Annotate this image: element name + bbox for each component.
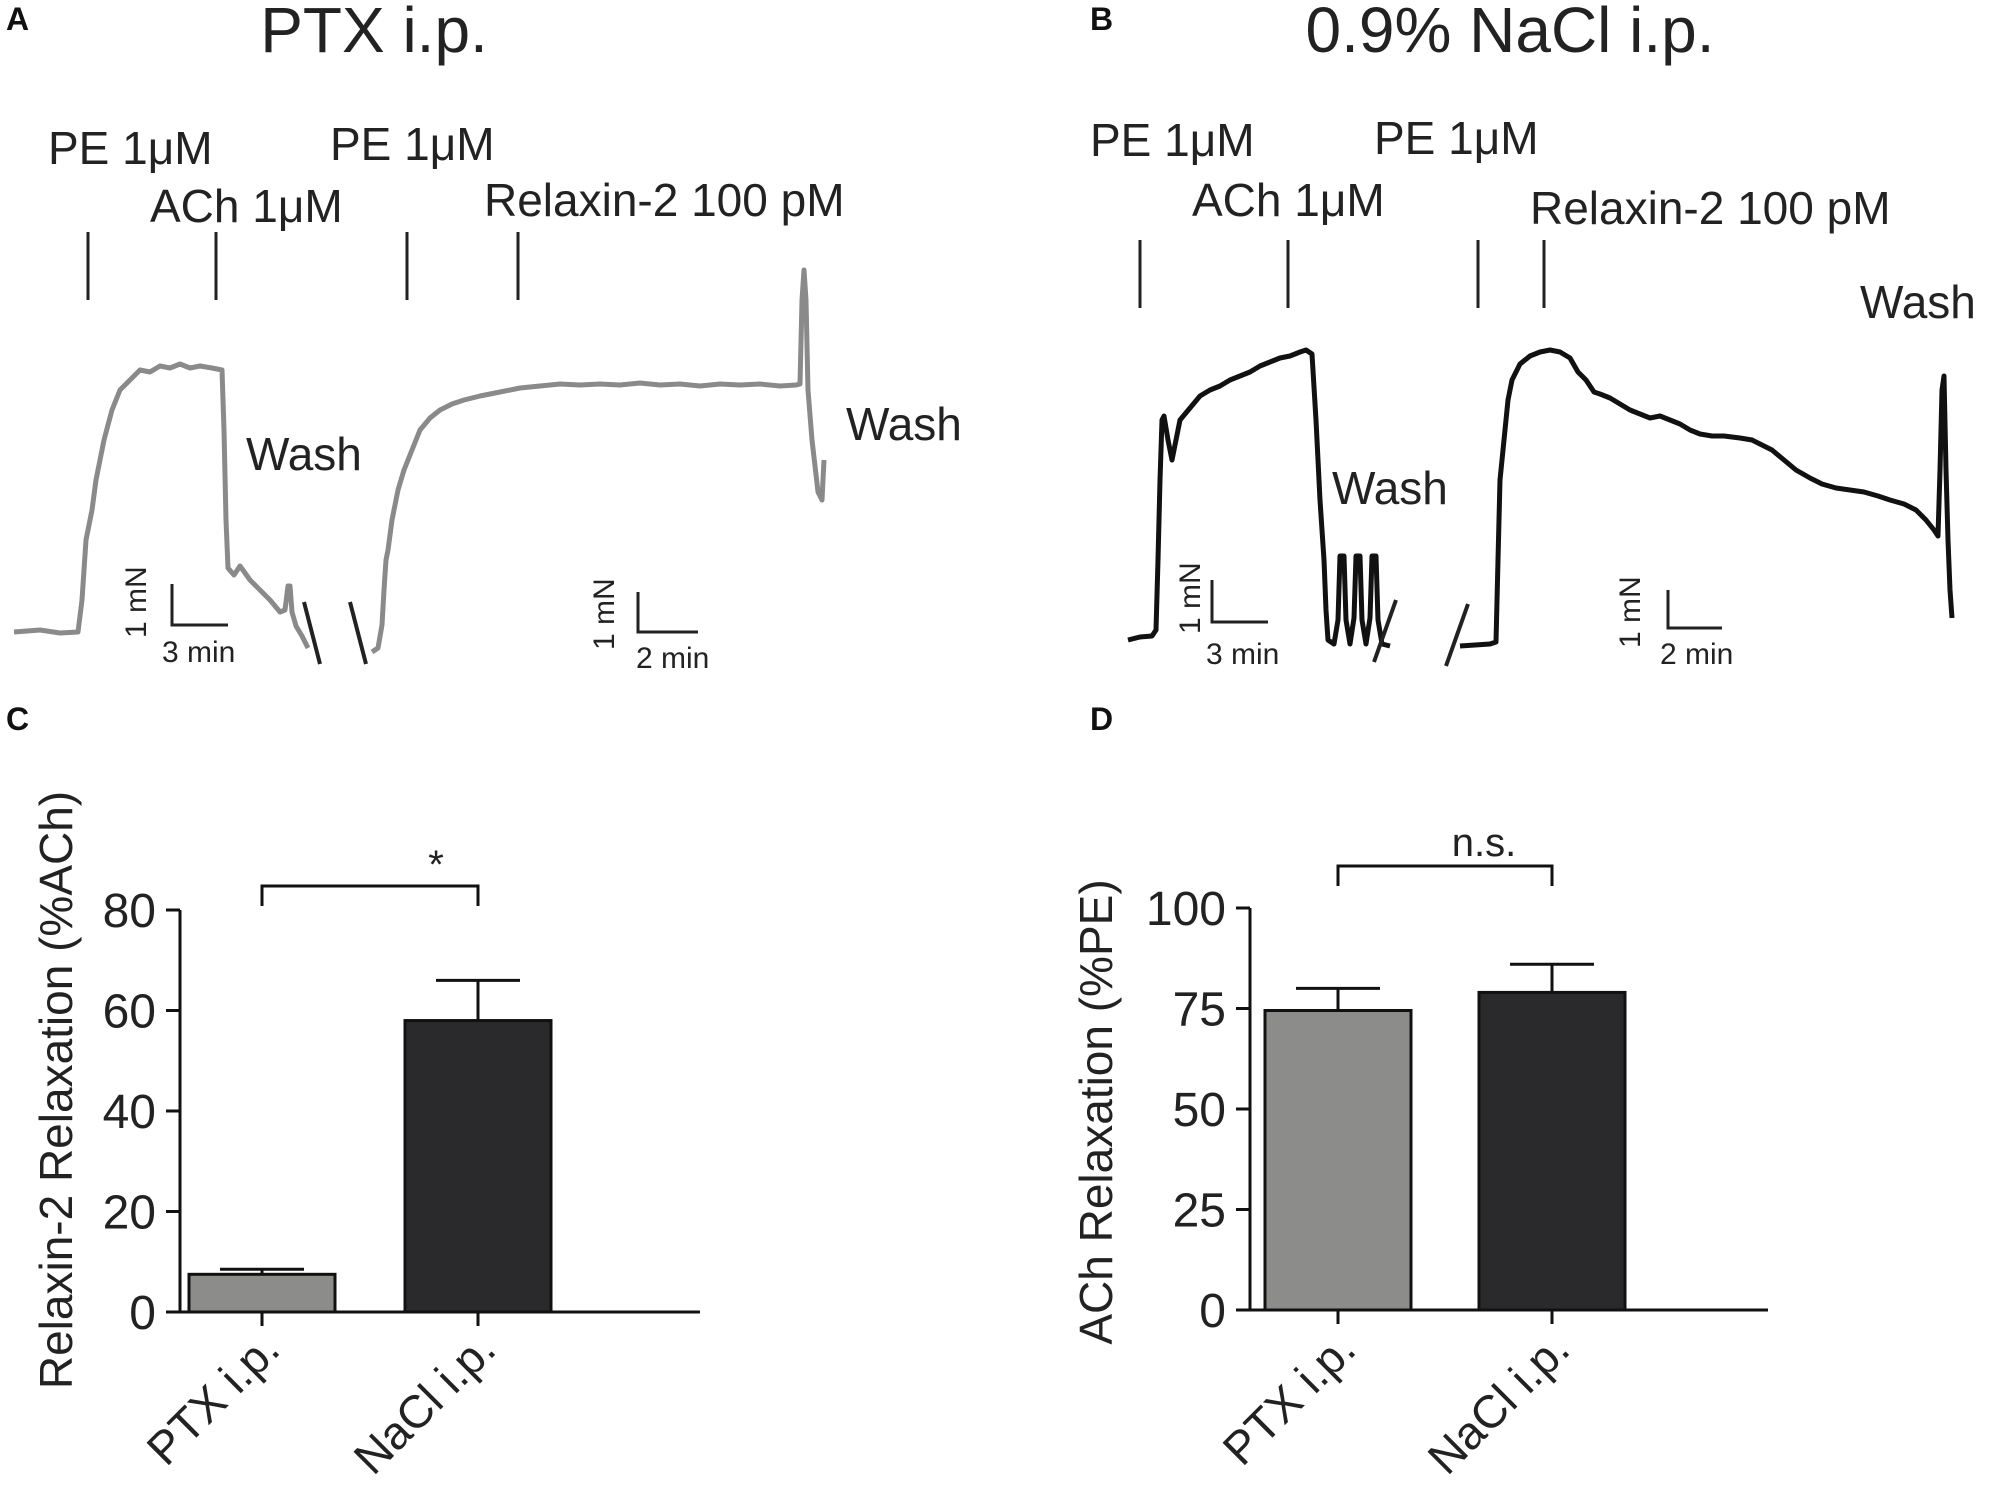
d-y-tick-label: 25 [1173,1185,1226,1238]
trace-a-segment-2 [370,267,827,655]
a-scalebar-1-force: 1 mN [120,566,153,638]
a-break-mark-2 [348,601,368,665]
panel-label-b: B [1090,1,1113,37]
b-wash-label-2: Wash [1860,276,1976,328]
trace-a-segment-1 [13,361,311,650]
a-scalebar-2-force: 1 mN [588,578,621,650]
c-significance-bracket [260,884,480,906]
c-significance-label: * [428,843,444,887]
a-scalebar-2-time: 2 min [636,642,709,675]
b-break-mark-1 [1372,599,1398,663]
panel-label-c: C [6,701,29,737]
b-break-mark-2 [1444,603,1470,667]
a-wash-label-2: Wash [846,398,962,450]
d-y-tick-label: 0 [1199,1285,1226,1338]
b-ach-label: ACh 1μM [1192,174,1385,226]
d-significance-label: n.s. [1452,821,1516,865]
chart-d: D ACh Relaxation (%PE) n.s. 0 25 50 75 100 PT… [1070,701,1768,1484]
d-axes: 0 25 50 75 100 PTX i.p. NaCl i.p. [1146,864,1768,1484]
a-scalebar-1 [170,584,228,627]
d-y-tick-label: 75 [1173,984,1226,1037]
b-scalebar-2-time: 2 min [1660,638,1733,671]
d-y-tick-label: 100 [1146,883,1226,936]
a-pe-label-1: PE 1μM [48,122,213,174]
panel-b: B 0.9% NaCl i.p. PE 1μM ACh 1μM PE 1μM R… [1090,0,1976,671]
a-wash-label-1: Wash [246,428,362,480]
c-y-tick-label: 60 [103,986,156,1039]
c-category-label-0: PTX i.p. [137,1322,289,1474]
c-bar-1 [403,1019,553,1314]
c-axes: 0 20 40 60 80 PTX i.p. NaCl i.p. [103,884,700,1484]
d-significance-bracket [1336,864,1554,886]
a-ach-label: ACh 1μM [150,180,343,232]
a-scalebar-1-time: 3 min [162,636,235,669]
panel-label-d: D [1090,701,1113,737]
a-break-mark-1 [302,601,322,665]
b-wash-label-1: Wash [1332,462,1448,514]
c-y-axis-label: Relaxin-2 Relaxation (%ACh) [30,791,82,1389]
a-scalebar-2 [636,592,698,634]
d-y-axis-label: ACh Relaxation (%PE) [1070,879,1122,1344]
a-pe-label-2: PE 1μM [330,118,495,170]
b-scalebar-2 [1666,590,1722,630]
chart-c: C Relaxin-2 Relaxation (%ACh) * 0 20 40 60 8… [6,701,700,1484]
c-y-tick-label: 40 [103,1086,156,1139]
d-category-label-0: PTX i.p. [1213,1322,1365,1474]
a-relaxin-label: Relaxin-2 100 pM [484,174,845,226]
b-scalebar-1-time: 3 min [1206,638,1279,671]
b-scalebar-2-force: 1 mN [1614,576,1647,648]
b-scalebar-1 [1210,580,1268,624]
panel-label-a: A [6,1,29,37]
b-relaxin-label: Relaxin-2 100 pM [1530,182,1891,234]
title-a: PTX i.p. [260,0,488,66]
d-category-label-1: NaCl i.p. [1418,1322,1579,1483]
d-bar-0 [1263,1009,1413,1312]
c-y-tick-label: 0 [129,1287,156,1340]
panel-a: A PTX i.p. PE 1μM ACh 1μM PE 1μM Relaxin… [6,0,962,675]
d-y-tick-label: 50 [1173,1084,1226,1137]
c-bar-0 [187,1272,337,1314]
b-scalebar-1-force: 1 mN [1174,562,1207,634]
b-pe-label-2: PE 1μM [1374,112,1539,164]
c-y-tick-label: 80 [103,885,156,938]
title-b: 0.9% NaCl i.p. [1305,0,1714,66]
d-bar-1 [1477,990,1627,1312]
c-y-tick-label: 20 [103,1187,156,1240]
trace-b-segment-1 [1127,347,1391,649]
c-category-label-1: NaCl i.p. [344,1322,505,1483]
trace-b-segment-2 [1459,347,1955,649]
b-pe-label-1: PE 1μM [1090,114,1255,166]
